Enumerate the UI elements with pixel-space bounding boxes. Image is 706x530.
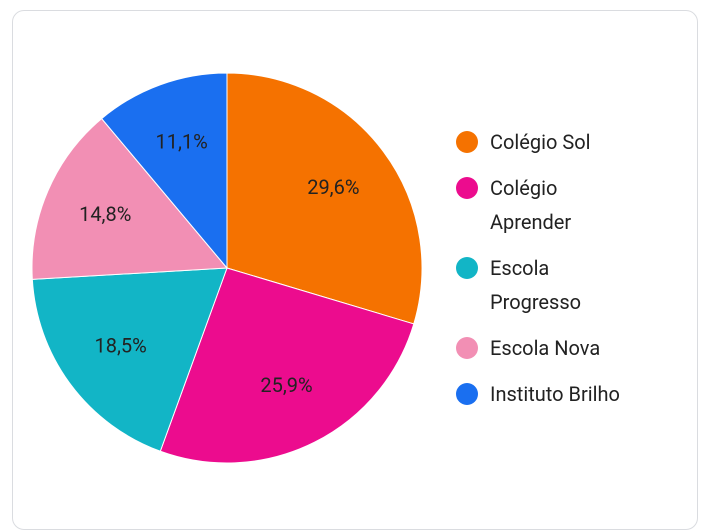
legend-label: Colégio Aprender [490,176,572,234]
pie-slice [31,267,228,452]
slice-label: 11,1% [155,130,207,154]
legend-swatch [456,177,478,199]
legend-item: Escola Progresso [456,251,635,319]
pie-slice [226,72,423,325]
slice-label: 29,6% [307,175,359,199]
legend-item: Escola Nova [456,331,635,365]
legend-item: Colégio Aprender [456,171,635,239]
legend: Colégio Sol Colégio Aprender Escola Progre… [456,125,635,423]
legend-label: Escola Progresso [490,256,582,314]
pie-slice [159,267,415,464]
slice-label: 18,5% [94,333,146,357]
legend-item: Colégio Sol [456,125,635,159]
page: 29,6% 25,9% 18,5% 14,8% 11,1% Colégio Sol Col… [12,10,698,530]
legend-swatch [456,337,478,359]
pie-slice [31,117,229,280]
legend-label: Colégio Sol [490,130,591,154]
legend-swatch [456,383,478,405]
legend-swatch [456,257,478,279]
legend-item: Instituto Brilho [456,377,635,411]
legend-label: Escola Nova [490,336,601,360]
legend-label: Instituto Brilho [490,382,620,406]
slice-label: 25,9% [260,373,312,397]
legend-swatch [456,131,478,153]
chart: 29,6% 25,9% 18,5% 14,8% 11,1% [31,72,423,464]
pie-slice [100,72,228,270]
slice-label: 14,8% [79,202,131,226]
